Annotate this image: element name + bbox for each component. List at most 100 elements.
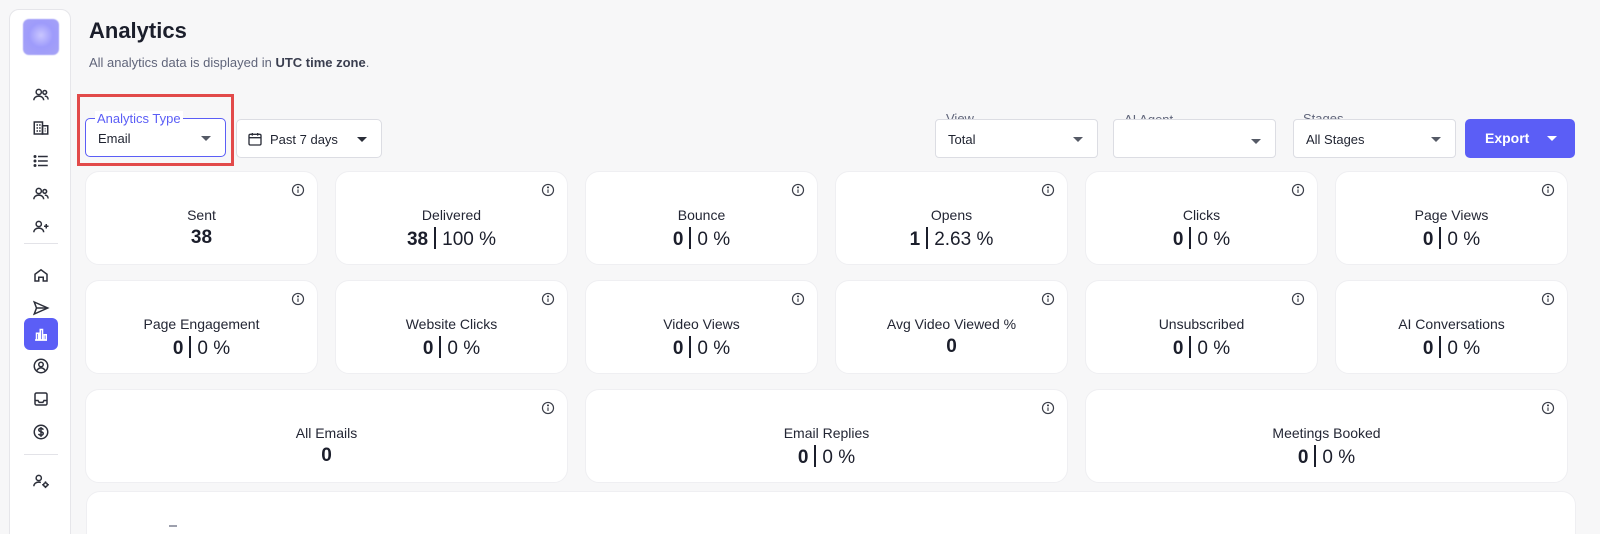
app-logo[interactable]: [23, 19, 59, 55]
team-icon[interactable]: [24, 179, 58, 209]
metric-count: 38: [406, 229, 429, 250]
metric-card: Page Engagement 0 0 %: [85, 280, 318, 374]
metric-percent: 0 %: [197, 338, 231, 359]
info-icon[interactable]: [541, 183, 555, 197]
sidebar-divider: [24, 243, 58, 244]
metric-card: Meetings Booked 0 0 %: [1085, 389, 1568, 483]
metric-percent: 0 %: [1447, 338, 1481, 359]
info-icon[interactable]: [1541, 183, 1555, 197]
value-separator: [1189, 227, 1192, 249]
value-separator: [926, 227, 929, 249]
metric-label: Website Clicks: [405, 316, 498, 332]
user-settings-icon[interactable]: [24, 466, 58, 496]
metric-count: 1: [909, 229, 921, 250]
home-icon[interactable]: [24, 260, 58, 290]
metric-percent: 0 %: [1197, 338, 1231, 359]
value-separator: [689, 336, 692, 358]
metric-count: 0: [946, 336, 957, 357]
info-icon[interactable]: [1541, 401, 1555, 415]
send-icon[interactable]: [24, 293, 58, 323]
value-separator: [689, 227, 692, 249]
sidebar: [9, 9, 71, 534]
metric-card: Bounce 0 0 %: [585, 171, 818, 265]
metric-label: Email Replies: [783, 425, 870, 441]
metric-percent: 0 %: [697, 229, 731, 250]
dollar-icon[interactable]: [24, 417, 58, 447]
metric-count: 0: [1172, 229, 1184, 250]
inbox-icon[interactable]: [24, 384, 58, 414]
account-icon[interactable]: [24, 351, 58, 381]
metric-count: 0: [1422, 338, 1434, 359]
metric-value: 0 0 %: [586, 445, 1067, 469]
metric-card: Video Views 0 0 %: [585, 280, 818, 374]
info-icon[interactable]: [291, 183, 305, 197]
info-icon[interactable]: [541, 401, 555, 415]
ai-agent-select[interactable]: [1113, 119, 1276, 158]
metric-label: Sent: [187, 207, 216, 223]
building-icon[interactable]: [24, 113, 58, 143]
people-icon[interactable]: [24, 80, 58, 110]
metric-value: 0: [836, 336, 1067, 358]
page-subtitle: All analytics data is displayed in UTC t…: [89, 55, 370, 70]
info-icon[interactable]: [791, 183, 805, 197]
info-icon[interactable]: [1041, 292, 1055, 306]
highlight-annotation: [77, 94, 234, 166]
metric-value: 0 0 %: [586, 336, 817, 360]
metric-label: AI Conversations: [1398, 316, 1505, 332]
info-icon[interactable]: [1041, 183, 1055, 197]
metric-percent: 0 %: [1197, 229, 1231, 250]
metric-card: Website Clicks 0 0 %: [335, 280, 568, 374]
chart-panel: [86, 491, 1576, 534]
export-button[interactable]: Export: [1465, 119, 1575, 158]
value-separator: [1439, 336, 1442, 358]
list-icon[interactable]: [24, 146, 58, 176]
info-icon[interactable]: [1291, 183, 1305, 197]
value-separator: [814, 445, 817, 467]
metric-value: 0 0 %: [1336, 336, 1567, 360]
value-separator: [434, 227, 437, 249]
metric-value: 0 0 %: [336, 336, 567, 360]
metric-count: 0: [321, 445, 332, 466]
metric-value: 0 0 %: [1086, 445, 1567, 469]
metric-percent: 0 %: [447, 338, 481, 359]
metric-value: 0: [86, 445, 567, 467]
metric-count: 0: [422, 338, 434, 359]
metric-value: 0 0 %: [86, 336, 317, 360]
value-separator: [439, 336, 442, 358]
calendar-icon: [248, 133, 262, 146]
info-icon[interactable]: [791, 292, 805, 306]
metric-card: Delivered 38 100 %: [335, 171, 568, 265]
metric-percent: 2.63 %: [934, 229, 994, 250]
chevron-down-icon: [1073, 137, 1083, 142]
info-icon[interactable]: [1541, 292, 1555, 306]
metric-label: Meetings Booked: [1272, 425, 1381, 441]
info-icon[interactable]: [291, 292, 305, 306]
view-select[interactable]: Total: [935, 119, 1098, 158]
metric-label: Video Views: [663, 316, 740, 332]
chevron-down-icon: [201, 136, 211, 141]
info-icon[interactable]: [541, 292, 555, 306]
metric-card: Unsubscribed 0 0 %: [1085, 280, 1318, 374]
stages-select[interactable]: All Stages: [1293, 119, 1456, 158]
metric-label: Unsubscribed: [1158, 316, 1245, 332]
chevron-down-icon: [1431, 137, 1441, 142]
metric-card: AI Conversations 0 0 %: [1335, 280, 1568, 374]
metric-value: 0 0 %: [586, 227, 817, 251]
add-user-icon[interactable]: [24, 212, 58, 242]
metric-value: 38: [86, 227, 317, 249]
metric-card: All Emails 0: [85, 389, 568, 483]
metric-count: 0: [1172, 338, 1184, 359]
metric-card: Email Replies 0 0 %: [585, 389, 1068, 483]
metric-count: 0: [672, 338, 684, 359]
date-range-button[interactable]: Past 7 days: [236, 119, 382, 158]
analytics-icon[interactable]: [24, 318, 58, 350]
metric-label: Page Views: [1414, 207, 1489, 223]
metric-value: 38 100 %: [336, 227, 567, 251]
metric-label: Bounce: [677, 207, 726, 223]
metric-card: Sent 38: [85, 171, 318, 265]
metric-label: Page Engagement: [143, 316, 260, 332]
metric-percent: 0 %: [1447, 229, 1481, 250]
info-icon[interactable]: [1291, 292, 1305, 306]
info-icon[interactable]: [1041, 401, 1055, 415]
metric-count: 0: [1297, 447, 1309, 468]
